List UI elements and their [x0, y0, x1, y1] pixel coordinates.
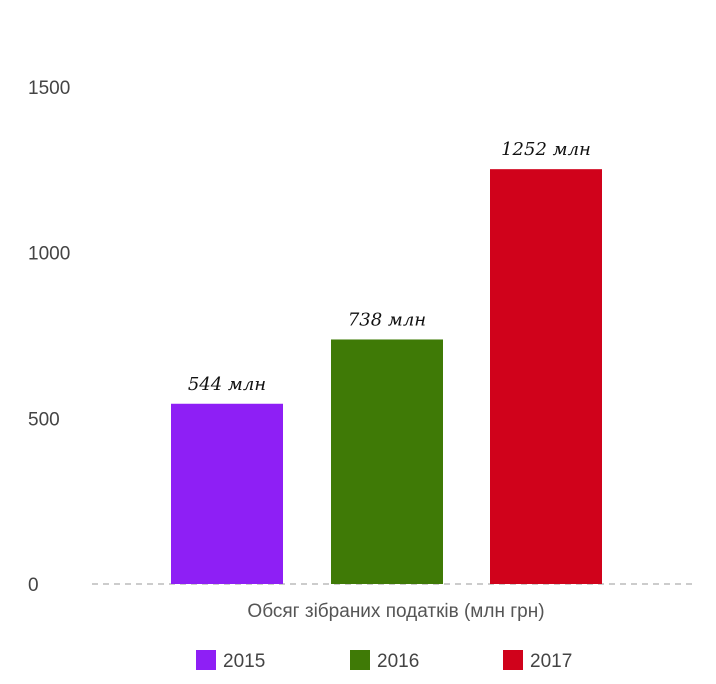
bar-2015[interactable] [171, 403, 283, 584]
legend-swatch-2017 [503, 650, 523, 670]
data-label-2017: 1252 млн [501, 139, 591, 160]
y-tick-label: 500 [28, 409, 60, 430]
x-axis-title: Обсяг зібраних податків (млн грн) [247, 601, 544, 622]
legend-swatch-2016 [350, 650, 370, 670]
y-tick-label: 1000 [28, 244, 70, 265]
data-labels-group: 544 млн 738 млн 1252 млн [188, 139, 591, 395]
legend-label-2015: 2015 [223, 651, 265, 672]
legend-label-2017: 2017 [530, 651, 572, 672]
y-axis-ticks: 0 500 1000 1500 [28, 78, 70, 596]
bars-group [171, 169, 602, 585]
legend: 2015 2016 2017 [196, 650, 572, 672]
data-label-2015: 544 млн [188, 374, 266, 395]
y-tick-label: 1500 [28, 78, 70, 99]
data-label-2016: 738 млн [348, 309, 426, 330]
y-tick-label: 0 [28, 575, 39, 596]
legend-swatch-2015 [196, 650, 216, 670]
bar-2016[interactable] [331, 339, 443, 584]
bar-2017[interactable] [490, 169, 602, 585]
legend-label-2016: 2016 [377, 651, 419, 672]
